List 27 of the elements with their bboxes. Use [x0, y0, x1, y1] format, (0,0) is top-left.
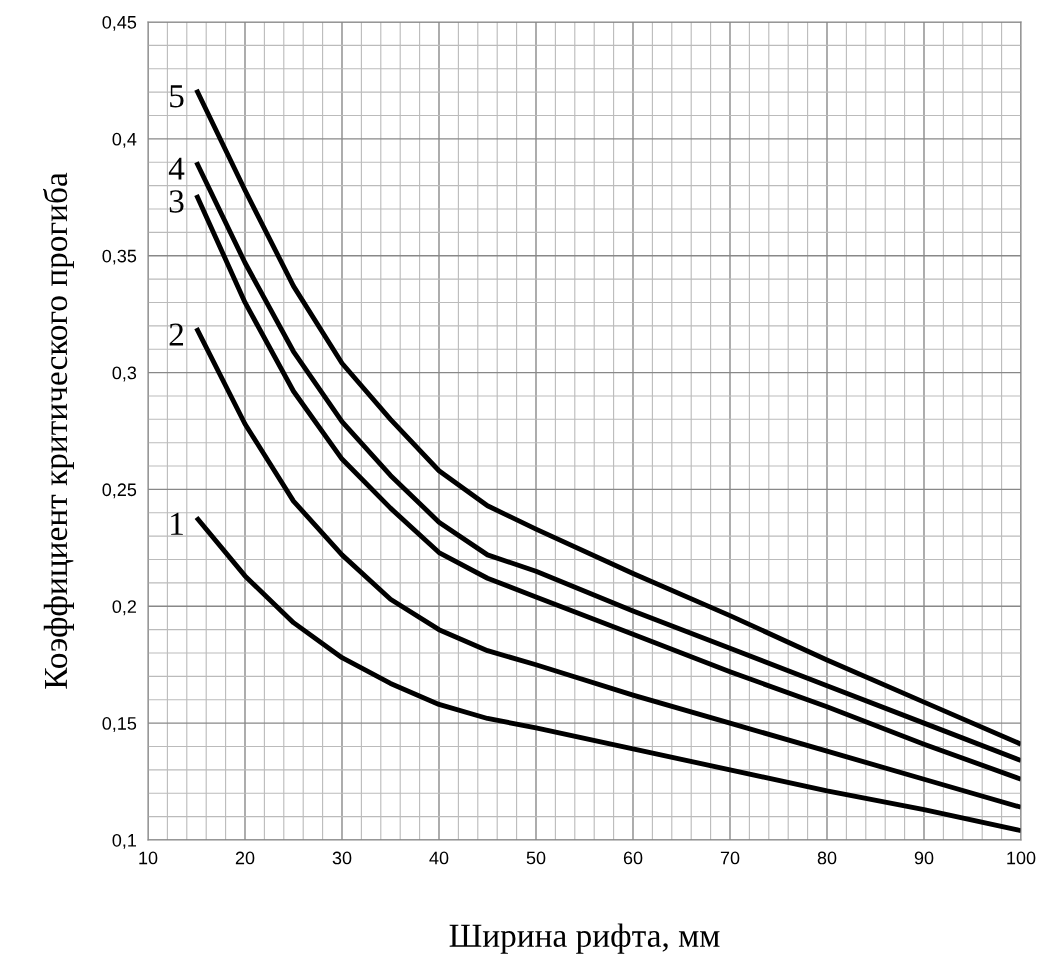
x-tick-label: 80 [817, 851, 837, 865]
y-tick-label: 0,15 [102, 717, 137, 732]
x-tick-label: 20 [235, 851, 255, 865]
line-series [194, 515, 1021, 834]
y-axis-title: Коэффициент критического прогиба [43, 172, 74, 689]
y-tick-label: 0,4 [112, 132, 137, 148]
series-label: 1 [171, 512, 183, 535]
x-tick-label: 70 [720, 851, 740, 865]
y-tick-label: 0,45 [102, 15, 137, 31]
x-tick-label: 60 [623, 851, 643, 865]
line-series [194, 325, 1021, 810]
y-tick-label: 0,1 [112, 833, 137, 849]
x-tick-label: 50 [526, 851, 546, 865]
series-label: 3 [169, 190, 184, 213]
x-tick-label: 30 [332, 851, 352, 865]
x-axis-title: Ширина рифта, мм [449, 923, 720, 954]
x-tick-label: 40 [429, 851, 449, 865]
series-label: 4 [168, 157, 185, 180]
x-tick-label: 90 [914, 851, 934, 865]
y-tick-label: 0,25 [102, 483, 137, 499]
x-tick-label: 10 [139, 851, 158, 865]
y-tick-label: 0,35 [102, 249, 137, 265]
y-tick-label: 0,3 [112, 366, 137, 382]
series-label: 5 [170, 85, 184, 108]
y-tick-label: 0,2 [112, 600, 136, 616]
series-label: 2 [169, 323, 184, 346]
x-tick-label: 100 [1007, 851, 1036, 865]
